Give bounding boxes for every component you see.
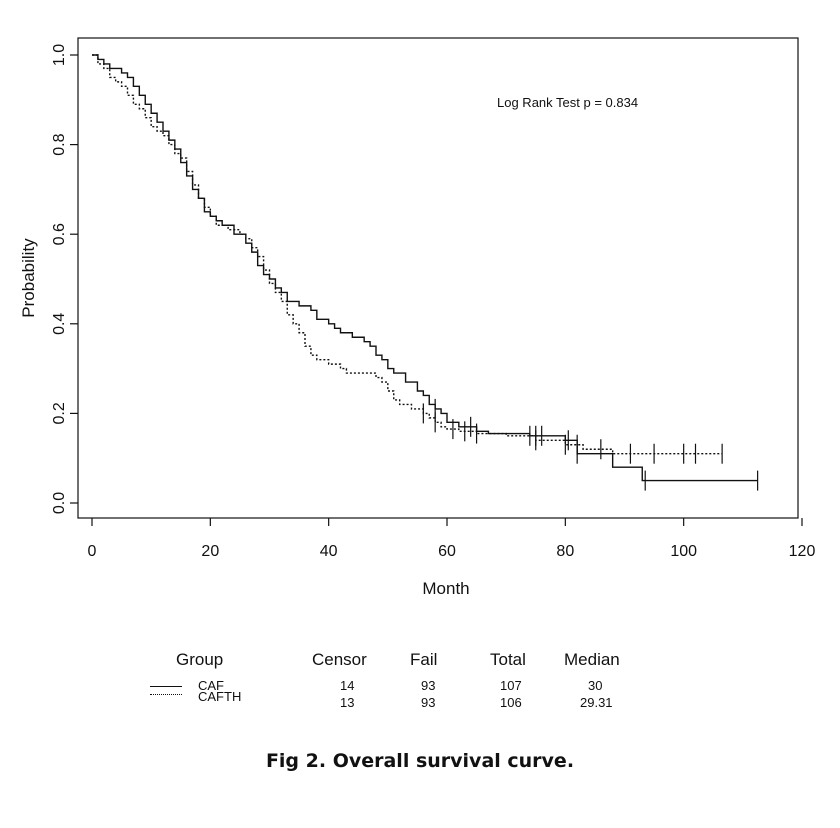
y-tick-label: 1.0 xyxy=(51,44,68,66)
solid-line-swatch xyxy=(150,686,182,687)
legend-row-cafth: CAFTH 13 93 106 29.31 xyxy=(140,689,660,712)
group-name: CAFTH xyxy=(198,689,242,704)
y-tick-label: 0.2 xyxy=(51,402,68,424)
log-rank-annotation: Log Rank Test p = 0.834 xyxy=(497,95,638,110)
total-value: 106 xyxy=(500,695,522,710)
header-censor: Censor xyxy=(312,650,367,669)
y-tick-label: 0.8 xyxy=(51,133,68,155)
header-median: Median xyxy=(564,650,620,669)
x-tick-label: 120 xyxy=(789,543,816,560)
dotted-line-swatch xyxy=(150,694,182,695)
plot-frame xyxy=(77,37,799,519)
x-tick-label: 0 xyxy=(88,543,97,560)
x-tick-label: 20 xyxy=(201,543,219,560)
series-layer xyxy=(92,54,759,491)
group-name: CAF xyxy=(198,678,224,693)
y-tick-label: 0.6 xyxy=(51,223,68,245)
series-caf-line xyxy=(92,54,758,482)
legend-row-caf: CAF 14 93 107 30 xyxy=(140,678,660,695)
y-axis: 0.0 0.2 0.4 0.6 0.8 1.0 xyxy=(51,44,78,514)
header-fail: Fail xyxy=(410,650,438,669)
survival-chart: 0 20 40 60 80 100 120 0.0 0.2 0.4 0.6 0.8 1.0 Log R… xyxy=(19,37,816,598)
legend-table-header: Group Censor Fail Total Median xyxy=(140,650,660,678)
x-tick-label: 60 xyxy=(438,543,456,560)
figure-caption: Fig 2. Overall survival curve. xyxy=(265,750,575,772)
censor-value: 13 xyxy=(340,695,355,710)
total-value: 107 xyxy=(500,678,522,693)
x-tick-label: 40 xyxy=(320,543,338,560)
y-axis-title: Probability xyxy=(19,238,38,318)
fail-value: 93 xyxy=(421,695,436,710)
y-tick-label: 0.0 xyxy=(51,492,68,514)
legend-table: Group Censor Fail Total Median CAF 14 93… xyxy=(140,650,660,712)
fail-value: 93 xyxy=(421,678,436,693)
median-value: 29.31 xyxy=(580,695,613,710)
x-tick-label: 80 xyxy=(556,543,574,560)
header-total: Total xyxy=(490,650,526,669)
x-tick-label: 100 xyxy=(670,543,697,560)
x-axis-title: Month xyxy=(422,579,469,598)
censor-value: 14 xyxy=(340,678,355,693)
header-group: Group xyxy=(176,650,224,669)
median-value: 30 xyxy=(588,678,603,693)
series-cafth-line xyxy=(92,54,723,455)
x-axis: 0 20 40 60 80 100 120 xyxy=(88,518,816,560)
y-tick-label: 0.4 xyxy=(51,313,68,335)
